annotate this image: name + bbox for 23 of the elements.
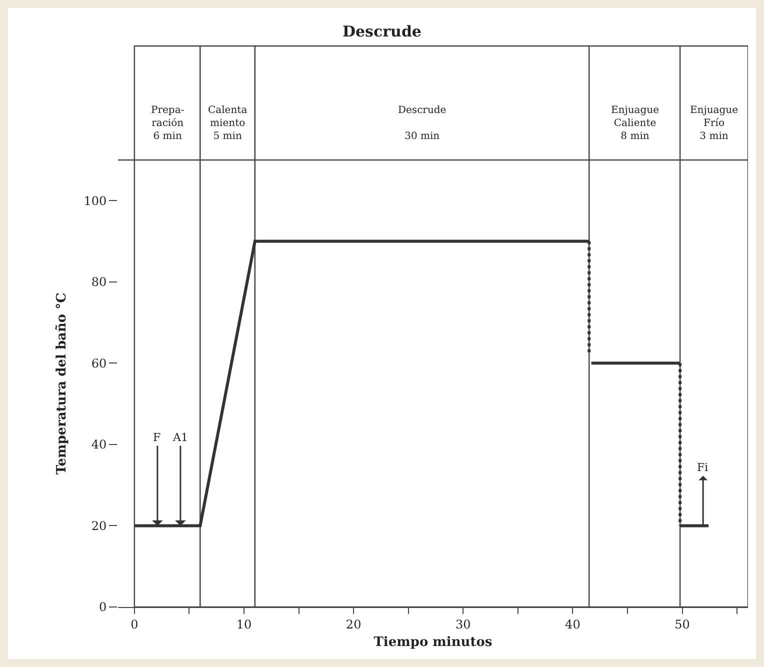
y-tick-label: 0 — [98, 600, 107, 614]
text: Descrude 30 min — [398, 105, 446, 142]
y-axis-title: Temperatura del baño °C — [54, 292, 70, 474]
y-tick-label: 60 — [91, 356, 107, 370]
x-tick-label: 50 — [674, 617, 690, 632]
annotation: Fi — [697, 461, 709, 474]
x-tick-label: 30 — [455, 617, 471, 632]
y-tick-label: 20 — [91, 518, 107, 533]
band-label: Prepa- ración 6 min — [151, 105, 184, 142]
y-tick-label: 40 — [91, 438, 107, 452]
x-tick-label: 0 — [130, 617, 138, 632]
annotation: F — [153, 431, 161, 444]
band-label: Enjuague Frío 3 min — [690, 105, 738, 142]
band-label: Calenta miento 5 min — [208, 105, 248, 142]
x-tick-label: 20 — [346, 617, 362, 632]
x-tick-label: 10 — [236, 617, 252, 632]
y-tick-label: 100 — [84, 194, 107, 208]
annotation: A1 — [172, 431, 188, 444]
chart-title: Descrude — [342, 22, 422, 40]
x-axis-title: Tiempo minutos — [374, 635, 492, 650]
x-tick-label: 40 — [565, 617, 580, 632]
y-tick-label: 80 — [91, 275, 107, 290]
band-label: Enjuague Caliente 8 min — [611, 105, 660, 142]
